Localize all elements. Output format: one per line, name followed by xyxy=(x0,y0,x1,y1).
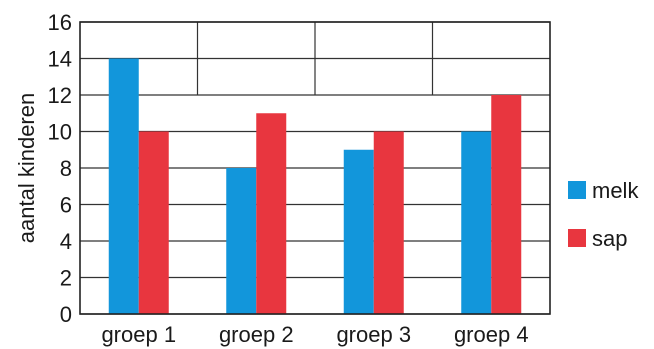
legend: melk sap xyxy=(568,178,639,251)
bar-melk-3 xyxy=(343,149,374,314)
legend-swatch-melk xyxy=(568,181,586,199)
bar-melk-2 xyxy=(226,168,257,314)
x-category-label: groep 1 xyxy=(101,322,176,347)
y-tick-label: 16 xyxy=(48,10,72,35)
bar-sap-3 xyxy=(373,131,404,314)
x-category-labels: groep 1 groep 2 groep 3 groep 4 xyxy=(101,322,528,347)
legend-label-melk: melk xyxy=(592,178,639,203)
x-category-label: groep 4 xyxy=(454,322,529,347)
y-tick-labels: 0 2 4 6 8 10 12 14 16 xyxy=(48,10,72,327)
y-tick-label: 14 xyxy=(48,47,72,72)
y-tick-label: 10 xyxy=(48,120,72,145)
y-tick-label: 12 xyxy=(48,83,72,108)
x-category-label: groep 2 xyxy=(219,322,294,347)
plot-frame xyxy=(79,21,551,315)
x-category-label: groep 3 xyxy=(336,322,411,347)
y-tick-label: 6 xyxy=(60,193,72,218)
bar-sap-1 xyxy=(138,131,169,314)
y-axis-title: aantal kinderen xyxy=(14,93,39,243)
plot-border xyxy=(79,21,551,315)
legend-swatch-sap xyxy=(568,229,586,247)
bar-sap-2 xyxy=(256,113,287,314)
bars xyxy=(108,58,522,314)
y-tick-label: 8 xyxy=(60,156,72,181)
y-tick-label: 2 xyxy=(60,266,72,291)
legend-label-sap: sap xyxy=(592,226,627,251)
bar-sap-4 xyxy=(491,95,522,314)
bar-melk-4 xyxy=(461,131,492,314)
y-tick-label: 4 xyxy=(60,229,72,254)
bar-melk-1 xyxy=(108,58,139,314)
y-tick-label: 0 xyxy=(60,302,72,327)
